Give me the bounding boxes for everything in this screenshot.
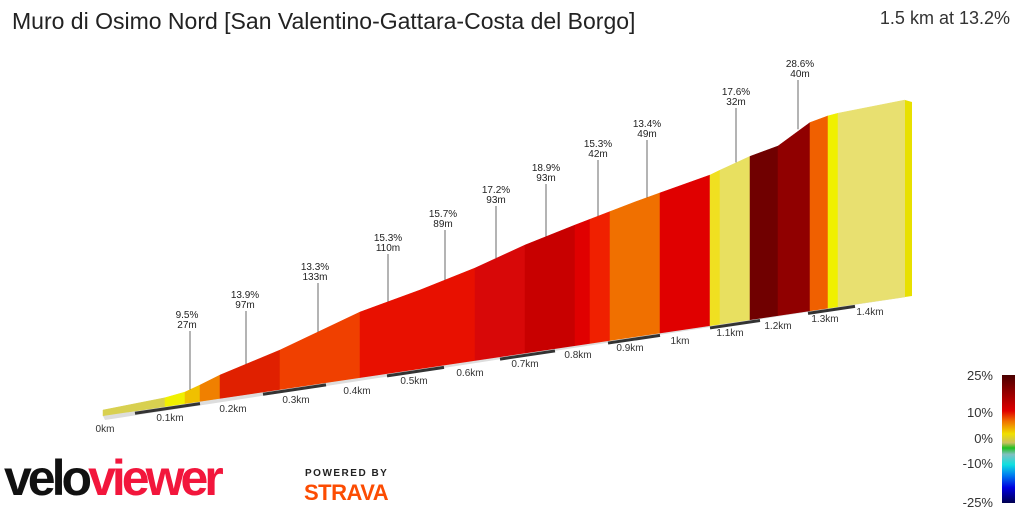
strava-logo: STRAVA — [304, 480, 389, 505]
km-marker — [807, 304, 856, 315]
km-label: 1.3km — [811, 314, 838, 325]
annotation-length: 110m — [376, 243, 400, 254]
legend-label: 0% — [974, 431, 993, 446]
profile-segment — [749, 145, 779, 321]
km-label: 1.4km — [856, 307, 883, 318]
profile-segment — [184, 384, 201, 405]
km-marker — [607, 333, 661, 345]
annotation-grade: 18.9% — [532, 163, 560, 174]
profile-segment — [609, 201, 636, 342]
profile-segment — [719, 155, 751, 325]
annotation-length: 32m — [726, 97, 745, 108]
km-marker — [709, 319, 761, 330]
km-marker — [386, 365, 445, 378]
km-label: 1.2km — [764, 321, 791, 332]
profile-end-face — [905, 100, 912, 297]
km-marker — [499, 349, 556, 361]
km-label: 0.9km — [616, 343, 643, 354]
annotation-grade: 17.2% — [482, 185, 510, 196]
km-label: 1km — [671, 336, 690, 347]
profile-segment — [199, 374, 221, 402]
km-label: 0.3km — [282, 395, 309, 406]
profile-segment — [809, 115, 829, 312]
annotation-grade: 17.6% — [722, 87, 750, 98]
powered-by-text: POWERED BY — [305, 468, 389, 479]
profile-segment — [524, 224, 576, 354]
km-label: 1.1km — [716, 328, 743, 339]
annotation-length: 42m — [588, 149, 607, 160]
km-label: 0.6km — [456, 368, 483, 379]
km-label: 0.2km — [219, 404, 246, 415]
annotation-length: 93m — [486, 195, 505, 206]
km-label: 0.1km — [156, 413, 183, 424]
km-label: 0.7km — [511, 359, 538, 370]
annotation-grade: 13.4% — [633, 119, 661, 130]
km-label: 0km — [96, 424, 115, 435]
annotation-length: 40m — [790, 69, 809, 80]
km-label: 0.5km — [400, 376, 427, 387]
climb-summary: 1.5 km at 13.2% — [879, 8, 1010, 28]
profile-segment — [709, 169, 721, 327]
annotation-grade: 15.3% — [584, 139, 612, 150]
page-title: Muro di Osimo Nord [San Valentino-Gattar… — [12, 8, 636, 34]
annotation-grade: 9.5% — [176, 310, 199, 321]
annotation-length: 49m — [637, 129, 656, 140]
annotation-length: 133m — [302, 272, 327, 283]
profile-segment — [359, 289, 421, 379]
profile-segment — [634, 192, 661, 338]
annotation-grade: 13.3% — [301, 262, 329, 273]
gradient-color-scale — [1002, 375, 1015, 503]
profile-segment — [837, 99, 906, 308]
profile-segment — [659, 174, 711, 334]
km-label: 0.8km — [564, 350, 591, 361]
legend-label: -25% — [962, 495, 993, 510]
legend-label: 25% — [966, 368, 993, 383]
annotation-grade: 15.7% — [429, 209, 457, 220]
legend-label: 10% — [966, 405, 993, 420]
annotation-length: 27m — [177, 320, 196, 331]
profile-segment — [279, 311, 361, 391]
km-label: 0.4km — [343, 386, 370, 397]
annotation-grade: 15.3% — [374, 233, 402, 244]
veloviewer-logo: veloviewer — [4, 450, 224, 506]
annotation-grade: 13.9% — [231, 290, 259, 301]
profile-segment — [827, 112, 839, 309]
km-marker — [134, 402, 201, 415]
annotation-length: 93m — [536, 173, 555, 184]
annotation-grade: 28.6% — [786, 59, 814, 70]
legend-label: -10% — [962, 456, 993, 471]
profile-segment — [574, 218, 591, 347]
profile-segment — [589, 211, 611, 345]
annotation-length: 89m — [433, 219, 452, 230]
profile-segment — [777, 122, 811, 317]
profile-segment — [474, 244, 526, 362]
profile-segment — [419, 267, 476, 370]
km-marker — [262, 383, 327, 396]
annotation-length: 97m — [235, 300, 254, 311]
